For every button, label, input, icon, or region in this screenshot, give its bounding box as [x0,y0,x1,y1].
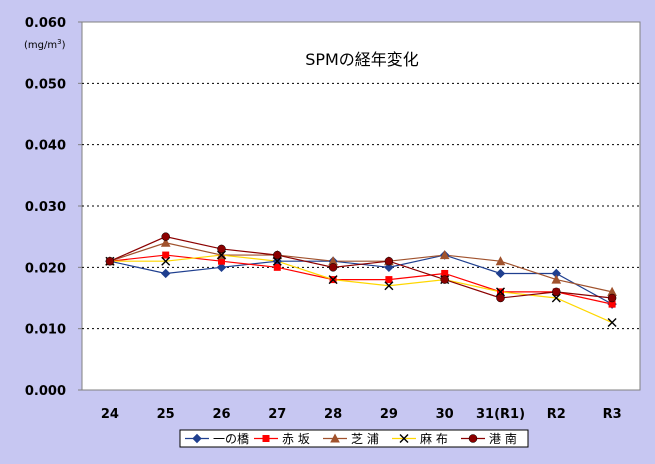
legend-label: 赤 坂 [282,432,310,446]
y-tick-label: 0.020 [25,261,66,276]
data-point-marker [330,433,340,443]
legend-item: 赤 坂 [254,432,310,446]
legend-label: 麻 布 [420,431,448,446]
legend-item: 芝 浦 [323,431,379,446]
data-point-marker [272,256,282,266]
legend-label: 一の橋 [213,432,249,446]
data-point-marker [552,287,561,297]
series-line [109,236,613,299]
data-point-marker [551,293,561,303]
x-tick-label: 24 [101,407,119,422]
legend-label: 港 南 [489,431,517,446]
series-line [109,242,613,293]
data-point-marker [105,256,115,266]
data-point-marker [273,250,282,260]
legend-item: 麻 布 [392,431,448,446]
data-point-marker [384,262,394,273]
data-point-marker [607,293,617,303]
x-tick-label: R3 [603,407,622,422]
data-point-marker [551,274,562,284]
data-point-marker [217,250,226,260]
data-point-marker [495,268,506,279]
data-point-marker [217,244,226,254]
y-tick-label: 0.040 [25,139,66,154]
data-point-marker [495,256,506,266]
x-tick-label: 30 [436,407,454,422]
data-point-marker [160,237,171,247]
y-axis-unit-label: (mg/m3) [24,38,66,51]
data-point-marker [273,263,281,271]
data-point-marker [162,251,170,259]
legend-item: 港 南 [461,431,517,446]
plot-area [81,21,641,391]
data-point-marker [218,257,225,265]
data-point-marker [192,433,202,444]
legend-item: 一の橋 [185,432,249,446]
data-point-marker [328,275,338,285]
data-point-marker [441,269,449,277]
legend: 一の橋 赤 坂 芝 浦 麻 布 港 南 [179,429,529,448]
y-tick-label: 0.030 [25,200,66,215]
data-point-marker [496,293,505,303]
y-axis-tick-labels: 0.000 0.010 0.020 0.030 0.040 0.050 0.060 [25,16,82,399]
series-markers [105,232,617,328]
data-point-marker [440,275,449,284]
data-point-marker [608,300,616,308]
y-tick-label: 0.050 [25,77,66,92]
legend-box [179,429,529,448]
data-point-marker [399,434,409,443]
data-point-marker [607,318,617,328]
x-tick-label: 29 [380,407,398,422]
x-tick-label: R2 [547,407,566,422]
chart-title: SPMの経年変化 [305,50,419,69]
data-point-marker [216,262,227,273]
x-tick-label: 28 [324,407,342,422]
data-point-marker [385,276,393,284]
y-tick-label: 0.010 [25,323,66,338]
data-point-marker [328,263,338,272]
x-tick-label: 25 [157,407,175,422]
data-point-marker [384,281,394,291]
data-point-marker [384,256,394,266]
data-point-marker [161,256,171,266]
x-axis-tick-labels: 24 25 26 27 28 29 30 31(R1) R2 R3 [101,407,622,422]
data-point-marker [161,232,170,241]
legend-label: 芝 浦 [351,431,379,446]
data-point-marker [439,250,450,260]
data-point-marker [160,268,171,279]
data-point-marker [496,287,505,297]
x-tick-label: 31(R1) [476,407,525,422]
y-tick-label: 0.000 [25,384,66,399]
x-tick-label: 27 [268,407,286,422]
series-lines [109,236,613,324]
grid-lines [82,82,640,330]
x-tick-label: 26 [212,407,230,422]
data-point-marker [468,434,478,443]
y-tick-label: 0.060 [25,16,66,31]
data-point-marker [262,435,270,442]
